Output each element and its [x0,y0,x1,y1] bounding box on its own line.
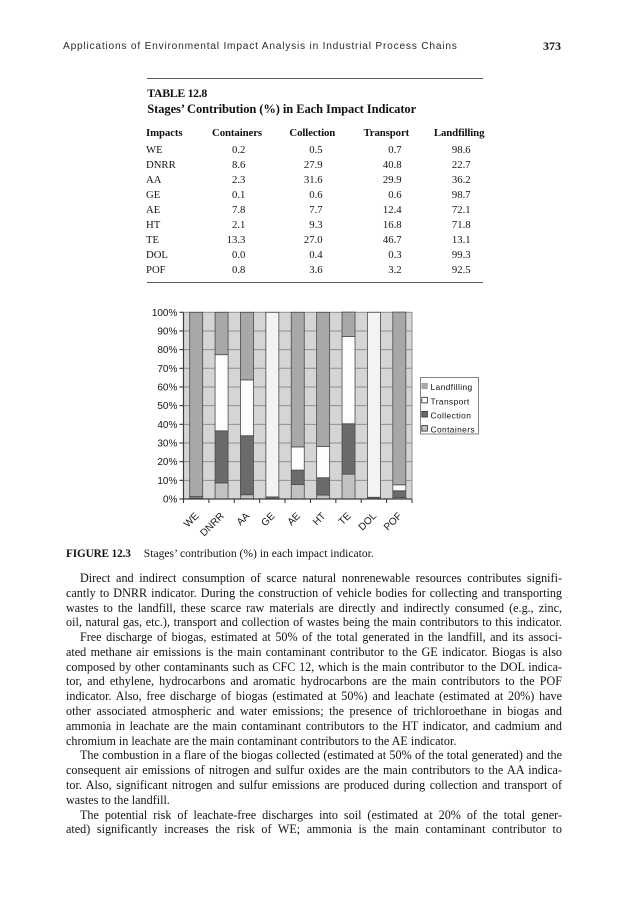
svg-text:Containers: Containers [431,425,476,435]
svg-text:AE: AE [286,511,303,528]
svg-text:POF: POF [382,511,404,533]
svg-text:90%: 90% [157,326,177,337]
svg-text:60%: 60% [157,382,177,393]
svg-text:10%: 10% [157,476,177,487]
svg-text:100%: 100% [152,308,178,319]
svg-text:DNRR: DNRR [198,511,226,539]
svg-text:Collection: Collection [431,410,472,420]
svg-text:WE: WE [182,511,201,530]
svg-text:50%: 50% [157,401,177,412]
svg-text:TE: TE [337,511,354,528]
svg-text:GE: GE [259,511,277,529]
svg-text:AA: AA [235,511,252,528]
svg-text:30%: 30% [157,438,177,449]
svg-text:Transport: Transport [431,396,470,406]
svg-text:Landfilling: Landfilling [431,382,473,392]
svg-text:80%: 80% [157,345,177,356]
svg-text:0%: 0% [163,495,178,506]
svg-text:70%: 70% [157,364,177,375]
svg-text:40%: 40% [157,420,177,431]
svg-text:HT: HT [311,511,328,528]
svg-text:20%: 20% [157,457,177,468]
svg-text:DOL: DOL [357,511,380,534]
